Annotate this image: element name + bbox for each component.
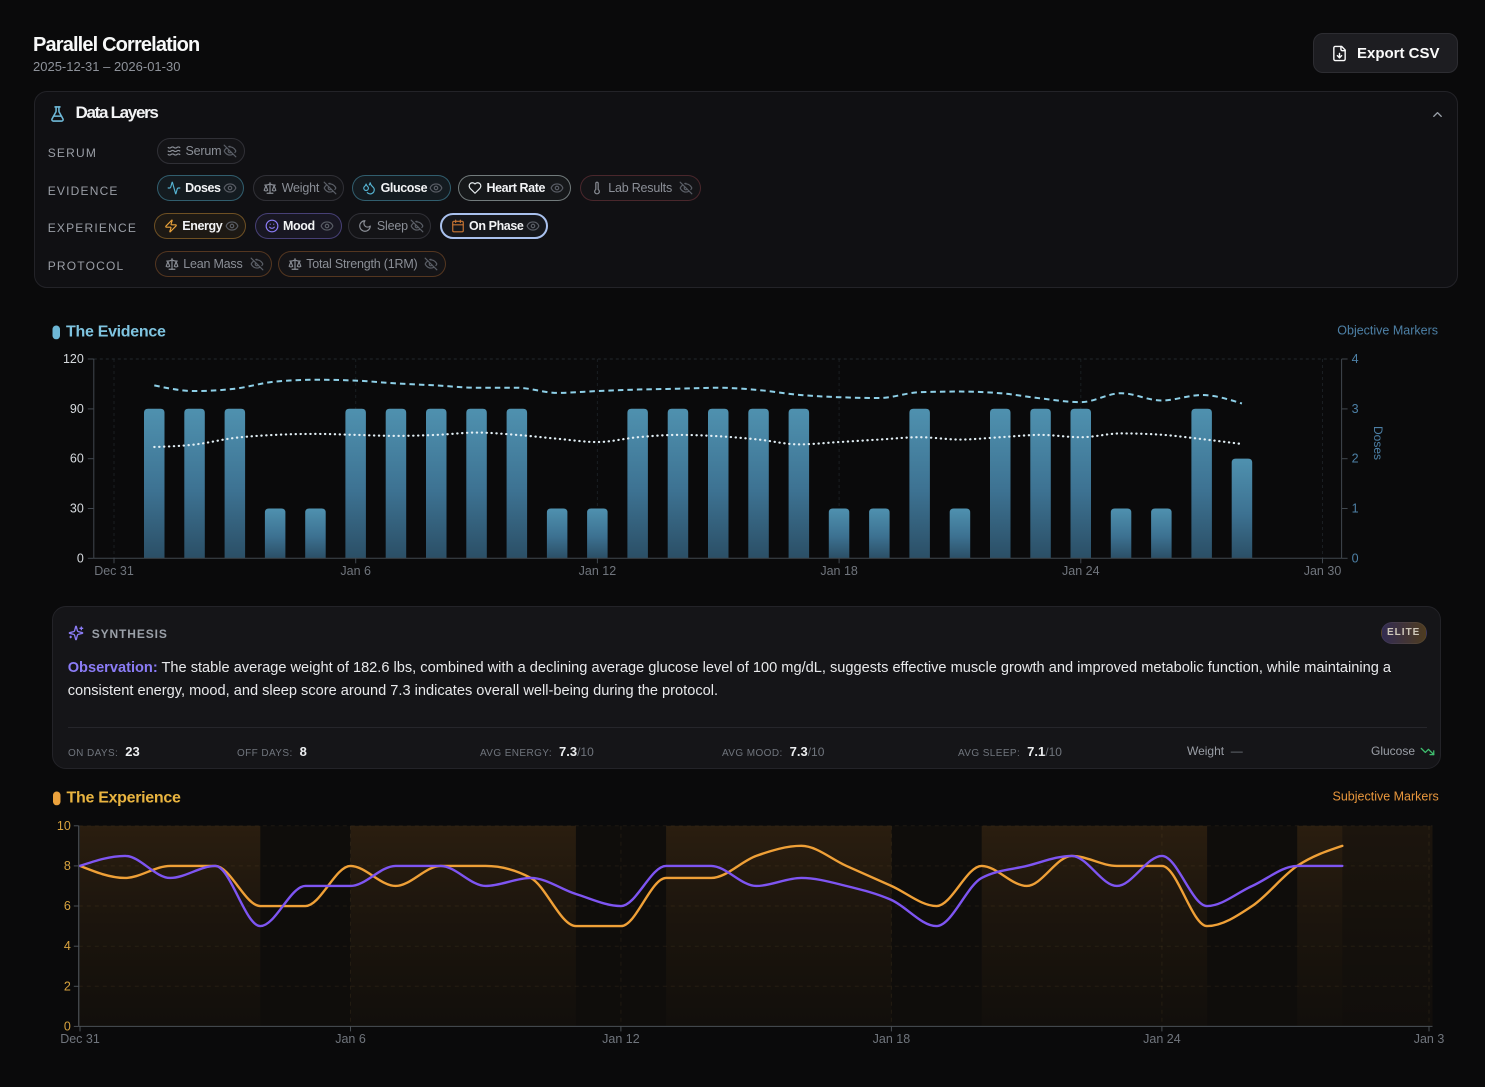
svg-text:Jan 18: Jan 18 (873, 1032, 911, 1046)
svg-text:0: 0 (64, 1019, 71, 1033)
svg-text:4: 4 (1352, 352, 1359, 366)
svg-text:8: 8 (64, 859, 71, 873)
svg-text:Jan 18: Jan 18 (820, 564, 858, 578)
svg-text:Dec 31: Dec 31 (94, 564, 134, 578)
svg-text:2: 2 (64, 979, 71, 993)
svg-text:1: 1 (1352, 502, 1359, 516)
svg-text:2: 2 (1352, 452, 1359, 466)
svg-text:0: 0 (1352, 551, 1359, 565)
svg-text:120: 120 (63, 352, 84, 366)
svg-text:Objective Markers: Objective Markers (1337, 324, 1438, 338)
svg-text:3: 3 (1352, 402, 1359, 416)
svg-text:Dec 31: Dec 31 (60, 1032, 100, 1046)
svg-text:6: 6 (64, 899, 71, 913)
svg-text:Jan 24: Jan 24 (1143, 1032, 1181, 1046)
svg-text:10: 10 (57, 819, 71, 833)
svg-text:4: 4 (64, 939, 71, 953)
svg-text:Jan 6: Jan 6 (335, 1032, 366, 1046)
svg-text:90: 90 (70, 402, 84, 416)
svg-text:The Evidence: The Evidence (66, 324, 166, 341)
svg-text:0: 0 (77, 551, 84, 565)
svg-text:Jan 30: Jan 30 (1304, 564, 1342, 578)
svg-text:Jan 24: Jan 24 (1062, 564, 1100, 578)
svg-text:Jan 6: Jan 6 (340, 564, 371, 578)
svg-text:Jan 12: Jan 12 (579, 564, 617, 578)
svg-text:The Experience: The Experience (67, 790, 181, 807)
svg-text:Doses: Doses (1371, 426, 1385, 460)
svg-text:Jan 3: Jan 3 (1414, 1032, 1445, 1046)
svg-text:Subjective Markers: Subjective Markers (1333, 790, 1439, 804)
svg-text:60: 60 (70, 452, 84, 466)
svg-text:30: 30 (70, 502, 84, 516)
svg-text:Jan 12: Jan 12 (602, 1032, 640, 1046)
